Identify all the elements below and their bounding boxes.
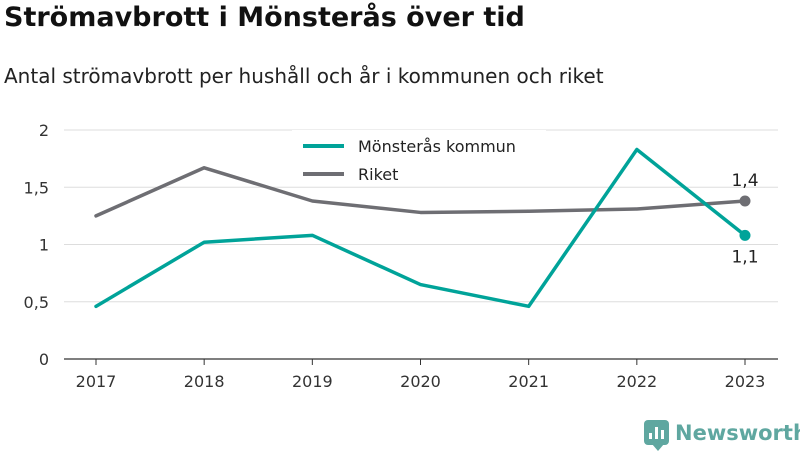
x-tick-label: 2019 xyxy=(292,372,333,391)
x-tick-label: 2020 xyxy=(400,372,441,391)
legend-label: Riket xyxy=(358,165,398,184)
x-tick-label: 2023 xyxy=(725,372,766,391)
y-tick-label: 0 xyxy=(39,350,49,369)
series-line xyxy=(94,147,747,309)
legend: Mönsterås kommun Riket xyxy=(292,130,546,186)
y-tick-label: 1,5 xyxy=(24,178,49,197)
x-tick-label: 2022 xyxy=(616,372,657,391)
y-tick-label: 1 xyxy=(39,236,49,255)
end-value-label: 1,4 xyxy=(731,171,758,191)
y-tick-label: 0,5 xyxy=(24,293,49,312)
newsworthy-logo: Newsworthy xyxy=(644,420,800,451)
x-tick-label: 2017 xyxy=(76,372,117,391)
chart-title: Strömavbrott i Mönsterås över tid xyxy=(4,2,525,33)
end-point xyxy=(739,195,751,207)
end-point xyxy=(739,229,751,241)
x-tick-label: 2018 xyxy=(184,372,225,391)
bar-chart-icon xyxy=(644,420,669,451)
end-labels: 1,1 1,4 xyxy=(731,171,758,267)
x-tick-label: 2021 xyxy=(508,372,549,391)
y-axis: 0 0,5 1 1,5 2 xyxy=(24,121,49,369)
legend-label: Mönsterås kommun xyxy=(358,137,516,156)
series-line xyxy=(94,166,747,218)
x-tick-labels: 2017 2018 2019 2020 2021 2022 2023 xyxy=(76,359,766,391)
legend-background xyxy=(292,130,546,186)
series-lines xyxy=(94,147,751,309)
y-tick-label: 2 xyxy=(39,121,49,140)
brand-name: Newsworthy xyxy=(675,420,800,445)
chart-subtitle: Antal strömavbrott per hushåll och år i … xyxy=(4,64,604,88)
end-value-label: 1,1 xyxy=(731,247,758,267)
